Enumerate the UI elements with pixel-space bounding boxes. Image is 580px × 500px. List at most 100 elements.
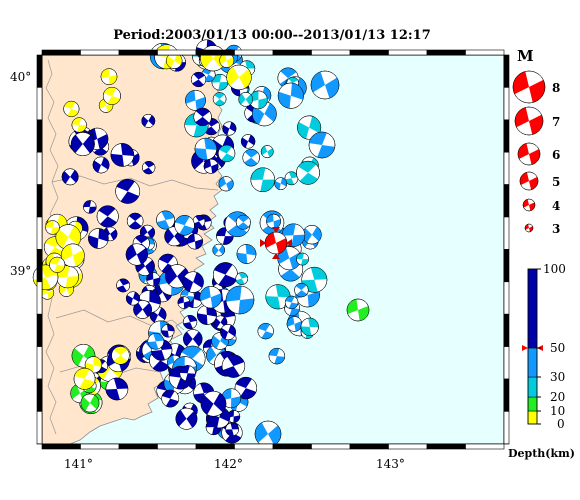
- event-beachball: [73, 367, 96, 390]
- event-beachball: [296, 252, 309, 266]
- event-beachball: [254, 420, 282, 448]
- depth-bar-20-30: [527, 376, 538, 398]
- event-beachball: [111, 346, 130, 365]
- magnitude-legend-ball: [519, 171, 539, 191]
- depth-tick-50: 50: [550, 341, 565, 355]
- event-beachball: [100, 68, 118, 86]
- prefecture-border: [51, 175, 219, 191]
- event-beachball: [182, 271, 204, 293]
- event-beachball: [212, 243, 225, 257]
- event-beachball: [213, 262, 238, 288]
- event-beachball: [242, 149, 260, 167]
- event-beachball: [284, 295, 299, 310]
- event-beachball: [284, 171, 299, 186]
- depth-bar-30-50: [527, 347, 538, 378]
- event-beachball: [281, 223, 306, 247]
- magnitude-legend-label: 3: [552, 222, 560, 236]
- event-beachball: [115, 179, 141, 204]
- event-beachball: [156, 210, 175, 230]
- event-beachball: [235, 272, 249, 285]
- event-beachball: [63, 100, 80, 117]
- event-beachball: [286, 316, 303, 332]
- event-beachball: [296, 160, 320, 185]
- event-beachball: [133, 300, 152, 319]
- event-beachball: [98, 98, 114, 113]
- event-beachball: [235, 214, 251, 230]
- event-beachball: [297, 115, 322, 140]
- event-beachball: [177, 296, 191, 309]
- event-beachball: [96, 205, 119, 228]
- depth-marker-left: [522, 345, 528, 351]
- event-beachball: [250, 167, 276, 193]
- event-beachball: [175, 407, 198, 430]
- highlight-arrow-marker: [272, 253, 280, 259]
- magnitude-legend: 8 7 6 5 4 3: [512, 70, 560, 236]
- event-beachball: [226, 64, 252, 91]
- event-beachball: [310, 70, 340, 100]
- event-beachball: [45, 220, 60, 235]
- depth-bar-0-10: [527, 410, 538, 425]
- event-beachball: [300, 317, 319, 336]
- lon-label-141: 141°: [64, 457, 93, 471]
- event-beachball: [110, 143, 135, 167]
- event-beachball: [194, 137, 217, 161]
- event-beachball: [220, 324, 237, 341]
- event-beachball: [92, 156, 110, 174]
- event-beachball: [234, 376, 258, 400]
- event-beachball: [196, 304, 217, 325]
- event-beachball: [142, 160, 156, 175]
- event-beachball: [257, 323, 274, 340]
- event-beachball: [211, 73, 229, 91]
- magnitude-legend-label: 4: [552, 199, 560, 213]
- event-beachball: [240, 134, 256, 149]
- event-beachball: [60, 243, 85, 268]
- magnitude-legend-label: 5: [552, 175, 560, 189]
- event-beachball: [268, 347, 286, 365]
- event-beachball: [84, 356, 102, 374]
- depth-bar-50-100: [527, 268, 538, 349]
- event-beachball: [294, 282, 309, 298]
- event-beachball: [274, 177, 288, 191]
- magnitude-legend-ball: [524, 223, 534, 233]
- event-beachball: [88, 228, 109, 249]
- event-beachball: [200, 390, 227, 417]
- event-beachball: [147, 333, 165, 350]
- magnitude-legend-label: 6: [552, 148, 560, 162]
- event-beachball: [203, 158, 219, 174]
- event-beachball: [55, 224, 82, 250]
- event-beachball: [225, 422, 239, 437]
- lon-label-143: 143°: [376, 457, 405, 471]
- event-beachball: [125, 243, 148, 266]
- depth-tick-10: 10: [550, 404, 565, 418]
- lat-label-40: 40°: [10, 70, 31, 84]
- event-beachball: [192, 215, 206, 228]
- event-beachball: [236, 244, 257, 264]
- event-beachball: [260, 145, 274, 158]
- event-beachball: [80, 393, 100, 413]
- event-beachball: [70, 132, 95, 157]
- event-beachball: [277, 82, 304, 109]
- event-beachball: [308, 131, 336, 159]
- magnitude-legend-ball: [517, 142, 541, 166]
- event-beachball: [61, 168, 79, 186]
- event-beachball: [199, 286, 222, 309]
- highlighted-event-beachball: [264, 231, 288, 255]
- highlight-arrow-marker: [272, 227, 280, 233]
- event-beachball: [174, 215, 195, 236]
- depth-tick-30: 30: [550, 370, 565, 384]
- event-beachball: [208, 406, 231, 429]
- event-beachball: [183, 329, 203, 349]
- depth-bar-frame: [527, 268, 538, 425]
- event-beachball: [125, 291, 141, 306]
- lon-label-142: 142°: [214, 457, 243, 471]
- event-beachball: [116, 278, 131, 293]
- event-beachball: [49, 256, 66, 273]
- event-beachball: [141, 114, 156, 128]
- event-beachball: [105, 377, 129, 401]
- event-beachball: [222, 121, 237, 136]
- depth-legend: 100 50 30 20 10 0 Depth(km): [508, 262, 575, 460]
- event-beachball: [182, 314, 198, 330]
- depth-tick-100: 100: [543, 262, 566, 276]
- event-beachball: [302, 225, 322, 245]
